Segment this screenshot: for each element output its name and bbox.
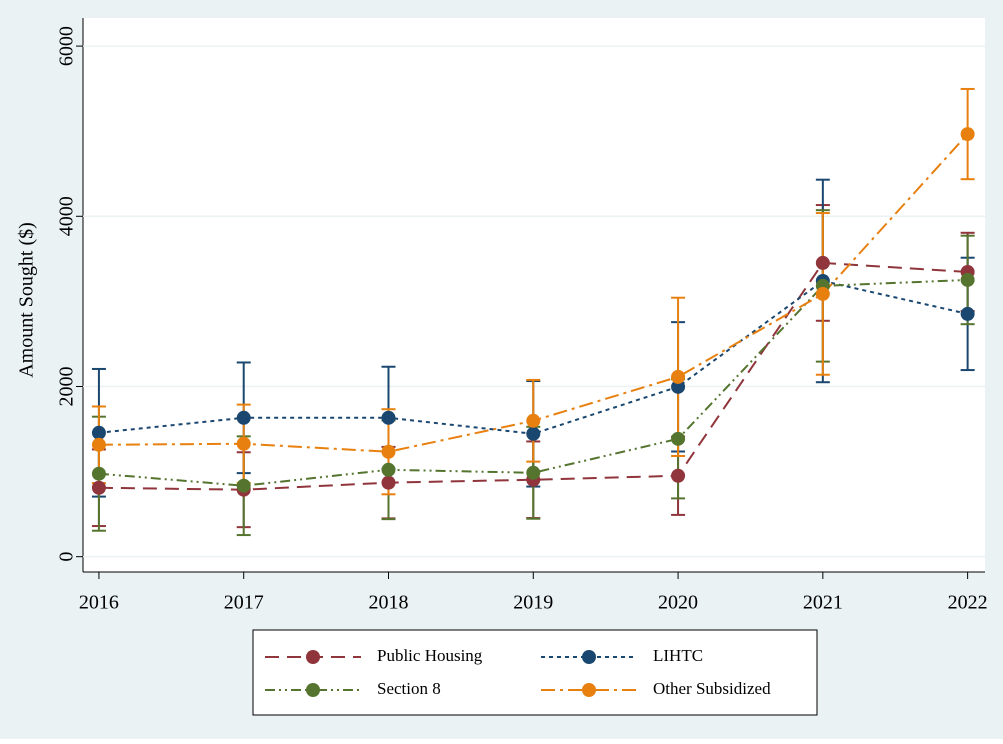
marker <box>236 436 251 451</box>
marker <box>91 480 106 495</box>
x-tick-label: 2021 <box>803 592 843 614</box>
x-tick-label: 2022 <box>948 592 988 614</box>
marker <box>526 426 541 441</box>
marker <box>236 410 251 425</box>
x-tick-label: 2017 <box>224 592 264 614</box>
marker <box>236 478 251 493</box>
marker <box>381 462 396 477</box>
marker <box>526 465 541 480</box>
marker <box>526 413 541 428</box>
marker <box>91 466 106 481</box>
x-tick-label: 2016 <box>79 592 119 614</box>
marker <box>815 286 830 301</box>
y-tick-label: 2000 <box>56 366 78 406</box>
legend-label: Section 8 <box>377 679 441 698</box>
legend-label: Public Housing <box>377 646 483 665</box>
marker <box>671 379 686 394</box>
marker <box>381 410 396 425</box>
marker <box>671 468 686 483</box>
legend-marker <box>582 683 596 697</box>
legend-items: Public Housing LIHTC Section 8 Other Subsid… <box>265 646 771 698</box>
legend-marker <box>306 650 320 664</box>
marker <box>671 431 686 446</box>
y-axis-title: Amount Sought ($) <box>16 222 38 378</box>
legend-marker <box>306 683 320 697</box>
legend-marker <box>582 650 596 664</box>
x-tick-label: 2018 <box>368 592 408 614</box>
x-tick-label: 2019 <box>513 592 553 614</box>
marker <box>815 255 830 270</box>
y-tick-label: 0 <box>56 552 78 562</box>
marker <box>960 127 975 142</box>
marker <box>91 437 106 452</box>
marker <box>381 475 396 490</box>
marker <box>381 444 396 459</box>
marker <box>960 306 975 321</box>
x-tick-label: 2020 <box>658 592 698 614</box>
y-tick-label: 6000 <box>56 26 78 66</box>
marker <box>671 369 686 384</box>
marker <box>960 272 975 287</box>
y-tick-label: 4000 <box>56 196 78 236</box>
marker <box>91 425 106 440</box>
legend <box>252 629 818 716</box>
legend-label: Other Subsidized <box>653 679 771 698</box>
legend-label: LIHTC <box>653 646 703 665</box>
